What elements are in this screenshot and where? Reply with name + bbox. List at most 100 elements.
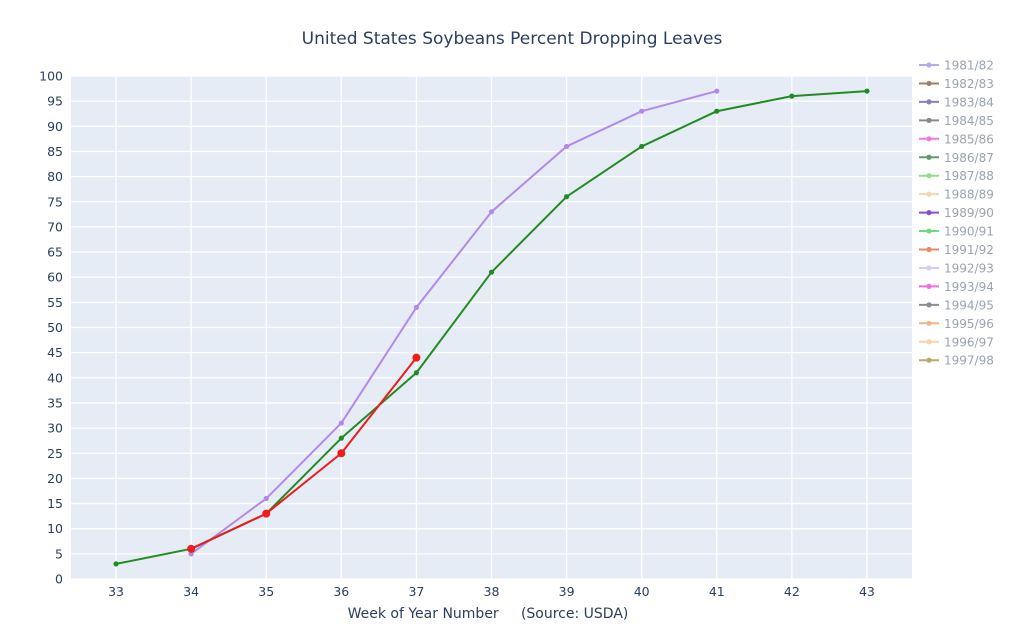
x-axis-title: Week of Year Number (Source: USDA)	[348, 606, 629, 622]
legend-label: 1984/85	[944, 114, 994, 128]
legend-marker-swatch	[926, 173, 932, 179]
legend-marker-swatch	[926, 154, 932, 160]
legend-item[interactable]: 1984/85	[919, 114, 994, 128]
y-tick-label: 100	[39, 69, 63, 84]
y-tick-label: 85	[47, 144, 63, 159]
legend-marker-swatch	[926, 99, 932, 105]
legend-marker-swatch	[926, 80, 932, 87]
legend-label: 1995/96	[944, 317, 994, 331]
legend-label: 1997/98	[944, 354, 994, 368]
data-point[interactable]	[263, 495, 269, 502]
y-tick-label: 45	[47, 345, 63, 360]
legend[interactable]: 1981/82 1982/83 1983/84 1984/85 1985/86 1986/…	[919, 59, 994, 368]
legend-label: 1994/95	[944, 298, 994, 312]
data-point[interactable]	[113, 561, 119, 567]
legend-marker-swatch	[926, 210, 932, 216]
data-point[interactable]	[413, 304, 420, 310]
legend-item[interactable]: 1982/83	[919, 77, 994, 91]
y-tick-label: 20	[47, 471, 63, 486]
legend-label: 1990/91	[944, 225, 994, 239]
x-axis-ticks: 33 34 35 36 37 38 39 40 41 42 43	[108, 584, 875, 599]
data-point[interactable]	[488, 209, 495, 215]
legend-label: 1996/97	[944, 335, 994, 349]
legend-item[interactable]: 1986/87	[919, 151, 994, 165]
data-point[interactable]	[338, 420, 344, 426]
y-tick-label: 65	[47, 245, 63, 260]
x-tick-label: 34	[183, 584, 199, 599]
data-point[interactable]	[639, 143, 645, 150]
x-tick-label: 37	[408, 584, 424, 599]
data-point[interactable]	[262, 509, 271, 518]
x-tick-label: 33	[108, 584, 124, 599]
y-tick-label: 95	[47, 94, 63, 109]
legend-label: 1989/90	[944, 206, 994, 220]
grid-lines	[71, 75, 912, 580]
data-point[interactable]	[338, 435, 344, 441]
legend-marker-swatch	[926, 357, 932, 363]
legend-item[interactable]: 1997/98	[919, 354, 994, 368]
legend-marker-swatch	[926, 246, 932, 253]
data-point[interactable]	[187, 544, 196, 553]
legend-marker-swatch	[926, 191, 932, 197]
legend-label: 1988/89	[944, 188, 994, 202]
legend-label: 1981/82	[944, 59, 994, 73]
data-point[interactable]	[413, 370, 420, 376]
legend-marker-swatch	[926, 136, 932, 142]
legend-item[interactable]: 1993/94	[919, 280, 994, 294]
legend-label: 1985/86	[944, 132, 994, 146]
y-tick-label: 90	[47, 119, 63, 134]
y-tick-label: 35	[47, 395, 63, 410]
y-tick-label: 5	[55, 546, 63, 561]
x-tick-label: 36	[333, 584, 349, 599]
x-tick-label: 39	[559, 584, 575, 599]
legend-item[interactable]: 1990/91	[919, 225, 994, 239]
legend-marker-swatch	[926, 339, 932, 345]
legend-item[interactable]: 1981/82	[919, 59, 994, 73]
data-point[interactable]	[488, 269, 495, 275]
x-tick-label: 38	[484, 584, 500, 599]
series-line	[190, 90, 718, 555]
data-point[interactable]	[563, 143, 570, 150]
x-tick-label: 43	[859, 584, 875, 599]
x-tick-label: 42	[784, 584, 800, 599]
y-tick-label: 30	[47, 421, 63, 436]
legend-item[interactable]: 1989/90	[919, 206, 994, 220]
x-tick-label: 41	[709, 584, 725, 599]
y-tick-label: 60	[47, 270, 63, 285]
data-point[interactable]	[789, 93, 795, 99]
y-tick-label: 55	[47, 295, 63, 310]
legend-label: 1982/83	[944, 77, 994, 91]
data-point[interactable]	[412, 353, 421, 362]
legend-item[interactable]: 1988/89	[919, 188, 994, 202]
legend-marker-swatch	[926, 283, 932, 289]
legend-item[interactable]: 1985/86	[919, 132, 994, 146]
data-point[interactable]	[714, 108, 720, 114]
data-point[interactable]	[563, 194, 570, 200]
legend-item[interactable]: 1995/96	[919, 317, 994, 331]
legend-label: 1983/84	[944, 95, 994, 109]
series-line	[190, 357, 418, 550]
data-point[interactable]	[714, 88, 720, 94]
legend-item[interactable]: 1992/93	[919, 261, 994, 275]
series-3	[187, 353, 421, 553]
legend-marker-swatch	[926, 265, 932, 271]
x-tick-label: 35	[258, 584, 274, 599]
legend-item[interactable]: 1983/84	[919, 95, 994, 109]
x-tick-label: 40	[634, 584, 650, 599]
series-1	[188, 88, 720, 557]
legend-item[interactable]: 1991/92	[919, 243, 994, 257]
legend-item[interactable]: 1994/95	[919, 298, 994, 312]
data-point[interactable]	[639, 108, 645, 114]
legend-marker-swatch	[926, 62, 932, 68]
y-tick-label: 0	[55, 572, 63, 587]
legend-marker-swatch	[926, 320, 932, 326]
legend-marker-swatch	[926, 302, 932, 308]
y-tick-label: 75	[47, 194, 63, 209]
data-point[interactable]	[337, 449, 346, 458]
legend-item[interactable]: 1996/97	[919, 335, 994, 349]
data-point[interactable]	[864, 88, 870, 94]
legend-item[interactable]: 1987/88	[919, 169, 994, 183]
y-tick-label: 40	[47, 370, 63, 385]
